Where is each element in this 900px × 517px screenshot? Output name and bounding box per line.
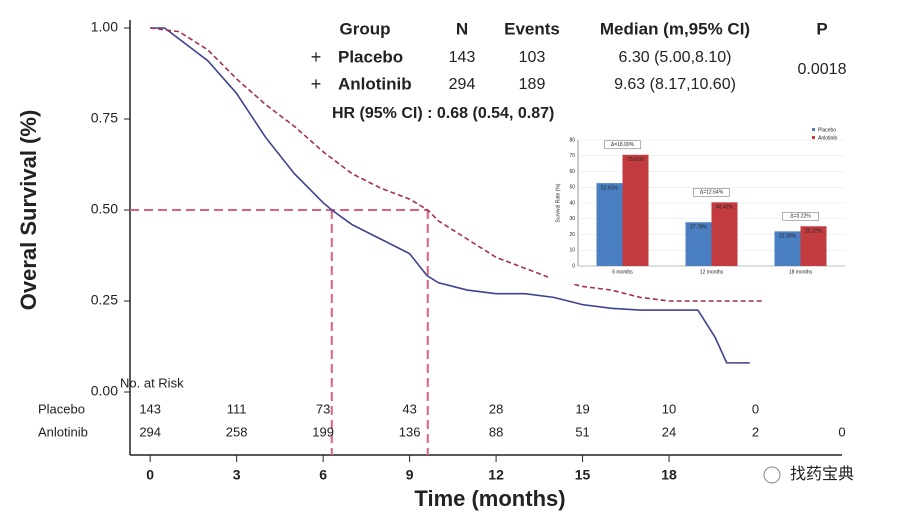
inset-legend-swatch bbox=[812, 128, 815, 131]
inset-annotation-box bbox=[782, 212, 819, 221]
y-tick-label: 0.50 bbox=[91, 201, 118, 217]
y-tick-label: 0.75 bbox=[91, 110, 118, 126]
risk-row-label: Placebo bbox=[38, 401, 85, 416]
legend-symbol: + bbox=[311, 47, 322, 67]
inset-annotation: Δ=18.00% bbox=[611, 142, 635, 148]
table-cell: 294 bbox=[449, 76, 476, 93]
inset-annotation-box bbox=[604, 140, 641, 150]
table-header: N bbox=[456, 19, 468, 38]
inset-value-label: 27.78% bbox=[690, 225, 708, 231]
inset-y-tick-label: 80 bbox=[569, 137, 575, 143]
inset-annotation: Δ=12.64% bbox=[700, 190, 724, 196]
risk-value: 258 bbox=[226, 424, 248, 439]
inset-bar bbox=[711, 202, 738, 266]
inset-y-tick-label: 10 bbox=[569, 248, 575, 254]
table-cell: 9.63 (8.17,10.60) bbox=[614, 76, 736, 93]
risk-value: 136 bbox=[399, 424, 421, 439]
inset-y-tick-label: 70 bbox=[569, 153, 575, 159]
inset-y-tick-label: 0 bbox=[572, 263, 575, 269]
inset-legend-label: Placebo bbox=[818, 127, 836, 133]
table-cell: 103 bbox=[519, 49, 546, 66]
inset-y-tick-label: 60 bbox=[569, 169, 575, 175]
inset-value-label: 40.42% bbox=[716, 205, 734, 211]
table-cell: 6.30 (5.00,8.10) bbox=[619, 49, 732, 66]
y-tick-label: 0.00 bbox=[91, 383, 118, 399]
x-tick-label: 15 bbox=[575, 467, 591, 483]
inset-x-tick-label: 6 months bbox=[612, 269, 633, 275]
table-header: Group bbox=[340, 19, 391, 38]
inset-value-label: 22.00% bbox=[779, 234, 797, 240]
inset-annotation-box bbox=[693, 188, 730, 197]
inset-bar bbox=[596, 183, 623, 266]
inset-annotation: Δ=3.22% bbox=[790, 214, 811, 220]
inset-y-tick-label: 50 bbox=[569, 185, 575, 191]
y-tick-label: 1.00 bbox=[91, 19, 118, 35]
survival-curve bbox=[150, 27, 765, 302]
p-value: 0.0018 bbox=[798, 61, 847, 78]
risk-value: 24 bbox=[662, 424, 676, 439]
risk-value: 73 bbox=[316, 401, 330, 416]
inset-bar bbox=[774, 231, 801, 266]
risk-value: 19 bbox=[575, 401, 589, 416]
risk-value: 0 bbox=[752, 401, 759, 416]
inset-y-tick-label: 40 bbox=[569, 200, 575, 206]
inset-value-label: 70.61% bbox=[627, 157, 645, 163]
risk-value: 28 bbox=[489, 401, 503, 416]
watermark: 找药宝典 bbox=[790, 465, 854, 483]
x-tick-label: 3 bbox=[233, 467, 241, 483]
table-header: Events bbox=[504, 19, 560, 38]
inset-bar bbox=[800, 226, 827, 266]
risk-value: 51 bbox=[575, 424, 589, 439]
inset-y-tick-label: 20 bbox=[569, 232, 575, 238]
inset-bar bbox=[622, 154, 649, 266]
survival-curve bbox=[150, 27, 750, 364]
inset-y-tick-label: 30 bbox=[569, 216, 575, 222]
risk-value: 43 bbox=[402, 401, 416, 416]
hazard-ratio: HR (95% CI) : 0.68 (0.54, 0.87) bbox=[332, 105, 554, 122]
risk-value: 0 bbox=[838, 424, 845, 439]
x-tick-label: 18 bbox=[661, 467, 677, 483]
legend-label: Placebo bbox=[338, 47, 403, 66]
y-tick-label: 0.25 bbox=[91, 292, 118, 308]
risk-row-label: Anlotinib bbox=[38, 424, 88, 439]
inset-x-tick-label: 12 months bbox=[700, 269, 724, 275]
x-tick-label: 12 bbox=[488, 467, 504, 483]
inset-legend-label: Anlotinib bbox=[818, 135, 837, 141]
x-tick-label: 9 bbox=[406, 467, 414, 483]
table-cell: 143 bbox=[449, 49, 476, 66]
table-header: P bbox=[816, 19, 827, 38]
inset-y-label: Survival Rate (%) bbox=[555, 183, 561, 222]
risk-value: 199 bbox=[312, 424, 334, 439]
inset-x-tick-label: 18 months bbox=[789, 269, 813, 275]
risk-title: No. at Risk bbox=[120, 375, 184, 390]
risk-value: 2 bbox=[752, 424, 759, 439]
risk-value: 10 bbox=[662, 401, 676, 416]
legend-symbol: + bbox=[311, 74, 322, 94]
risk-value: 294 bbox=[139, 424, 161, 439]
inset-bar bbox=[685, 222, 712, 266]
inset-value-label: 25.22% bbox=[805, 229, 823, 235]
inset-legend-swatch bbox=[812, 136, 815, 139]
legend-label: Anlotinib bbox=[338, 74, 412, 93]
watermark-icon bbox=[763, 466, 781, 484]
risk-value: 88 bbox=[489, 424, 503, 439]
x-axis-label: Time (months) bbox=[414, 486, 565, 511]
inset-value-label: 52.61% bbox=[601, 185, 619, 191]
table-header: Median (m,95% CI) bbox=[600, 19, 750, 38]
table-cell: 189 bbox=[519, 76, 546, 93]
y-axis-label: Overal Survival (%) bbox=[16, 110, 41, 311]
risk-value: 111 bbox=[227, 401, 247, 416]
x-tick-label: 6 bbox=[319, 467, 327, 483]
x-tick-label: 0 bbox=[146, 467, 154, 483]
risk-value: 143 bbox=[139, 401, 161, 416]
